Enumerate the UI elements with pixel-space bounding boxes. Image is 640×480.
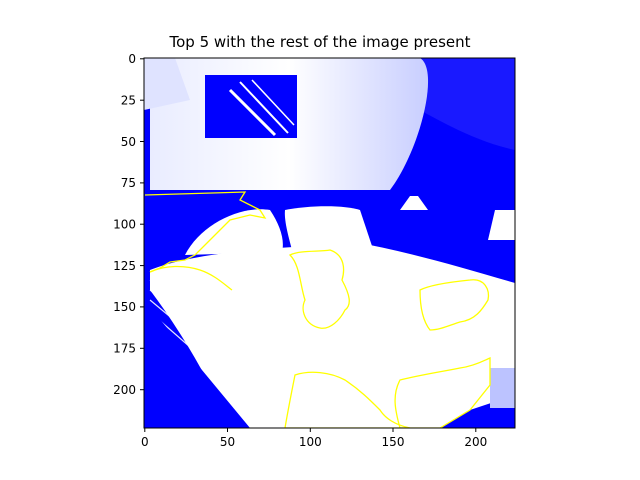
y-tick-label: 50: [121, 135, 136, 149]
y-tick-label: 75: [121, 176, 136, 190]
x-tick-label: 100: [299, 435, 322, 449]
y-tick-label: 150: [113, 300, 136, 314]
y-tick-label: 200: [113, 383, 136, 397]
plot-title: Top 5 with the rest of the image present: [169, 33, 471, 51]
y-tick-label: 100: [113, 218, 136, 232]
contour-lines: [144, 191, 491, 428]
y-tick-label: 0: [128, 52, 136, 66]
x-tick-label: 50: [220, 435, 235, 449]
y-tick-label: 125: [113, 259, 136, 273]
y-tick-label: 25: [121, 94, 136, 108]
y-tick-label: 175: [113, 342, 136, 356]
axes-frame: [143, 57, 516, 429]
masked-image: [144, 58, 515, 428]
x-tick-label: 200: [464, 435, 487, 449]
x-tick-label: 150: [382, 435, 405, 449]
x-axis: 0 50 100 150 200: [141, 428, 487, 449]
x-tick-label: 0: [141, 435, 149, 449]
y-axis: 0 25 50 75 100 125 150 175 200: [113, 52, 144, 397]
